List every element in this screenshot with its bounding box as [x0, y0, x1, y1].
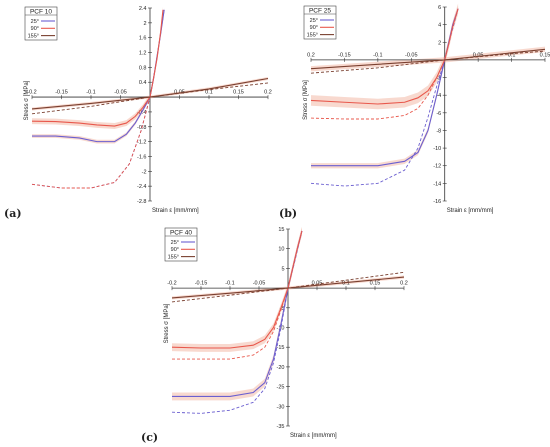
y-tick-label: -15	[277, 345, 285, 351]
x-axis-label: Strain ε [mm/mm]	[152, 208, 199, 214]
dashed-series-line-1	[172, 287, 289, 360]
y-axis-label: Stress σ [MPa]	[24, 80, 30, 120]
x-tick-label: -0.05	[405, 52, 418, 58]
y-tick-label: -6	[436, 111, 441, 117]
series-line-1	[171, 230, 303, 349]
x-tick-label: -0.2	[167, 281, 176, 287]
series-line-1	[310, 8, 459, 105]
x-tick-label: 0.05	[312, 281, 323, 287]
y-tick-label: -12	[433, 164, 441, 170]
y-tick-label: -35	[277, 424, 285, 430]
y-tick-label: -2	[142, 169, 147, 175]
legend-title: PCF 40	[170, 229, 192, 236]
y-tick-label: -2.8	[137, 199, 146, 205]
x-tick-label: 0.1	[508, 52, 516, 58]
x-tick-label: 0.15	[233, 90, 244, 96]
y-tick-label: 4	[438, 23, 441, 29]
panel-label-a: (a)	[4, 207, 22, 220]
dashed-series-line-1	[31, 96, 151, 189]
y-tick-label: 15	[278, 227, 284, 233]
x-tick-label: -0.15	[195, 281, 208, 287]
legend-entry-label: 90°	[31, 26, 39, 32]
y-tick-label: 1.2	[139, 51, 147, 57]
y-axis-label: Stress σ [MPa]	[303, 80, 309, 120]
x-tick-label: 0.1	[205, 90, 213, 96]
y-tick-label: -2.4	[137, 184, 146, 190]
panel-label-c: (c)	[141, 431, 158, 444]
y-axis-label: Stress σ [MPa]	[164, 303, 170, 343]
series-band-1	[311, 3, 459, 110]
x-tick-label: 0.2	[264, 90, 272, 96]
dashed-series-line-2	[310, 50, 546, 74]
x-tick-label: -0.1	[373, 52, 382, 58]
x-tick-label: -0.05	[114, 90, 127, 96]
legend-title: PCF 10	[30, 8, 52, 15]
legend-box	[164, 227, 198, 262]
x-tick-label: 0.15	[370, 281, 381, 287]
y-tick-label: 6	[438, 5, 441, 11]
x-tick-label: -0.1	[225, 281, 234, 287]
series-line-2	[31, 77, 269, 110]
y-tick-label: 2	[143, 21, 146, 27]
series-band-2	[311, 46, 545, 72]
y-tick-label: -20	[277, 365, 285, 371]
y-tick-label: -8	[436, 128, 441, 134]
x-axis-label: Strain ε [mm/mm]	[290, 433, 337, 439]
x-tick-label: 0.1	[342, 281, 350, 287]
legend-entry-label: 90°	[171, 247, 179, 253]
y-tick-label: -30	[277, 404, 285, 410]
y-tick-label: 2	[438, 40, 441, 46]
panel-c-plot: -0.2 -0.15 -0.1 -0.05 0.05 0.1 0.15 0.2 15 10 5 -5 -…	[164, 227, 408, 439]
x-axis-label: Strain ε [mm/mm]	[447, 208, 494, 214]
legend-entry-label: 155°	[28, 33, 39, 39]
x-tick-label: -0.1	[86, 90, 95, 96]
y-tick-label: 2.4	[139, 6, 147, 12]
legend-entry-label: 25°	[31, 19, 39, 25]
y-tick-label: -5	[280, 306, 285, 312]
y-tick-label: -16	[433, 199, 441, 205]
y-tick-label: 0.4	[139, 80, 147, 86]
panel-a-plot: -0.2 -0.15 -0.1 -0.05 0.05 0.1 0.15 0.22.421.61…	[24, 6, 272, 214]
series-line-2	[310, 48, 546, 70]
dashed-series-line-0	[310, 8, 459, 187]
series-line-1	[31, 9, 164, 127]
series-band-2	[32, 77, 268, 111]
legend-title: PCF 25	[309, 7, 331, 14]
x-tick-label: -0.15	[338, 52, 351, 58]
legend-entry-label: 155°	[168, 254, 179, 260]
y-tick-label: 1.6	[139, 36, 147, 42]
y-tick-label: -25	[277, 385, 285, 391]
legend-entry-label: 25°	[171, 240, 179, 246]
panel-b-plot: 0.2 -0.15 -0.1 -0.05 0.05 0.1 0.15642-2-4-6-8-…	[303, 3, 550, 214]
legend-entry-label: 155°	[307, 32, 318, 38]
y-tick-label: -10	[433, 146, 441, 152]
y-tick-label: -14	[433, 181, 441, 187]
x-tick-label: 0.15	[540, 52, 550, 58]
legend-entry-label: 90°	[310, 25, 318, 31]
y-tick-label: -4	[436, 93, 441, 99]
y-tick-label: -1.6	[137, 154, 146, 160]
legend-box	[24, 6, 58, 41]
x-tick-label: -0.05	[253, 281, 266, 287]
legend-box	[303, 5, 337, 40]
y-tick-label: 10	[278, 247, 284, 253]
series-line-2	[171, 276, 405, 299]
panel-label-b: (b)	[279, 207, 297, 220]
x-tick-label: 0.2	[307, 52, 315, 58]
x-tick-label: -0.15	[55, 90, 68, 96]
x-tick-label: 0.05	[473, 52, 484, 58]
legend-entry-label: 25°	[310, 18, 318, 24]
x-tick-label: 0.2	[400, 281, 408, 287]
x-tick-label: -0.2	[27, 90, 36, 96]
y-tick-label: 0.8	[139, 65, 147, 71]
y-tick-label: 5	[281, 266, 284, 272]
y-tick-label: -1.2	[137, 140, 146, 146]
